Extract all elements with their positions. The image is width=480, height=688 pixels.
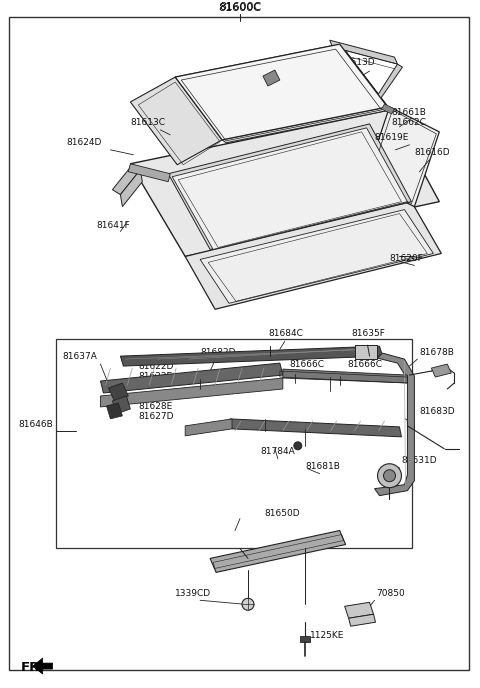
Polygon shape bbox=[382, 104, 395, 114]
Text: 81600C: 81600C bbox=[218, 3, 262, 13]
Polygon shape bbox=[283, 369, 408, 383]
Text: 81635F: 81635F bbox=[352, 329, 385, 338]
Text: 81651L: 81651L bbox=[296, 62, 330, 71]
Polygon shape bbox=[345, 602, 373, 619]
Polygon shape bbox=[374, 64, 402, 103]
Circle shape bbox=[384, 470, 396, 482]
Polygon shape bbox=[120, 170, 143, 206]
Polygon shape bbox=[340, 44, 391, 110]
Text: 81661B: 81661B bbox=[392, 108, 426, 117]
Text: 81784A: 81784A bbox=[260, 447, 295, 455]
Text: 81616D: 81616D bbox=[414, 148, 450, 157]
Polygon shape bbox=[100, 363, 283, 393]
Polygon shape bbox=[175, 44, 344, 81]
Text: 81600C: 81600C bbox=[219, 2, 261, 12]
Polygon shape bbox=[112, 396, 131, 414]
Text: 81666C: 81666C bbox=[348, 360, 383, 369]
Text: 81611E: 81611E bbox=[230, 93, 264, 102]
Polygon shape bbox=[107, 403, 122, 419]
Text: 81610G: 81610G bbox=[185, 188, 221, 197]
Polygon shape bbox=[112, 164, 140, 195]
Circle shape bbox=[242, 599, 254, 610]
Polygon shape bbox=[432, 364, 451, 377]
Polygon shape bbox=[185, 202, 441, 310]
Polygon shape bbox=[210, 530, 346, 572]
Polygon shape bbox=[374, 353, 414, 495]
Text: 81683D: 81683D bbox=[420, 407, 455, 416]
Text: 81613D: 81613D bbox=[340, 58, 375, 67]
Polygon shape bbox=[300, 636, 310, 642]
Polygon shape bbox=[33, 658, 53, 674]
Text: 81619E: 81619E bbox=[374, 133, 409, 142]
Polygon shape bbox=[263, 70, 280, 86]
Bar bbox=[56, 339, 412, 548]
Text: 81646B: 81646B bbox=[19, 420, 53, 429]
Text: 81620F: 81620F bbox=[389, 255, 423, 264]
Polygon shape bbox=[200, 210, 433, 303]
Bar bbox=[355, 345, 376, 359]
Polygon shape bbox=[120, 346, 383, 366]
Text: 81784: 81784 bbox=[337, 374, 366, 383]
Text: 1339CD: 1339CD bbox=[175, 590, 211, 599]
Polygon shape bbox=[128, 164, 170, 182]
Text: 81641F: 81641F bbox=[96, 221, 130, 230]
Polygon shape bbox=[131, 110, 439, 257]
Text: 81684C: 81684C bbox=[268, 329, 303, 338]
Text: 70850: 70850 bbox=[376, 590, 405, 599]
Polygon shape bbox=[365, 107, 439, 206]
Text: 81652R: 81652R bbox=[296, 72, 331, 81]
Text: 81666C: 81666C bbox=[290, 360, 325, 369]
Polygon shape bbox=[185, 419, 232, 436]
Text: 1125KE: 1125KE bbox=[310, 631, 344, 640]
Circle shape bbox=[294, 442, 302, 450]
Polygon shape bbox=[330, 40, 397, 64]
Polygon shape bbox=[175, 44, 387, 140]
Text: FR.: FR. bbox=[21, 661, 46, 674]
Text: 81622D: 81622D bbox=[138, 362, 174, 371]
Text: 81627D: 81627D bbox=[138, 412, 174, 421]
Polygon shape bbox=[100, 378, 283, 407]
Polygon shape bbox=[168, 124, 411, 250]
Polygon shape bbox=[172, 128, 408, 250]
Circle shape bbox=[378, 464, 401, 488]
Polygon shape bbox=[131, 77, 222, 164]
Text: 81631D: 81631D bbox=[401, 455, 437, 465]
Text: 81662C: 81662C bbox=[392, 118, 426, 127]
Text: 81637A: 81637A bbox=[62, 352, 97, 361]
Text: 81650D: 81650D bbox=[264, 508, 300, 517]
Text: 81622E: 81622E bbox=[138, 372, 172, 381]
Text: 81678B: 81678B bbox=[420, 348, 454, 357]
Text: 81624D: 81624D bbox=[67, 138, 102, 147]
Polygon shape bbox=[222, 107, 391, 143]
Polygon shape bbox=[108, 383, 128, 401]
Text: 81681B: 81681B bbox=[306, 462, 341, 471]
Text: 81628E: 81628E bbox=[138, 402, 173, 411]
Polygon shape bbox=[230, 419, 401, 437]
Polygon shape bbox=[348, 614, 375, 626]
Text: 81613C: 81613C bbox=[131, 118, 166, 127]
Text: 81682D: 81682D bbox=[200, 348, 236, 357]
